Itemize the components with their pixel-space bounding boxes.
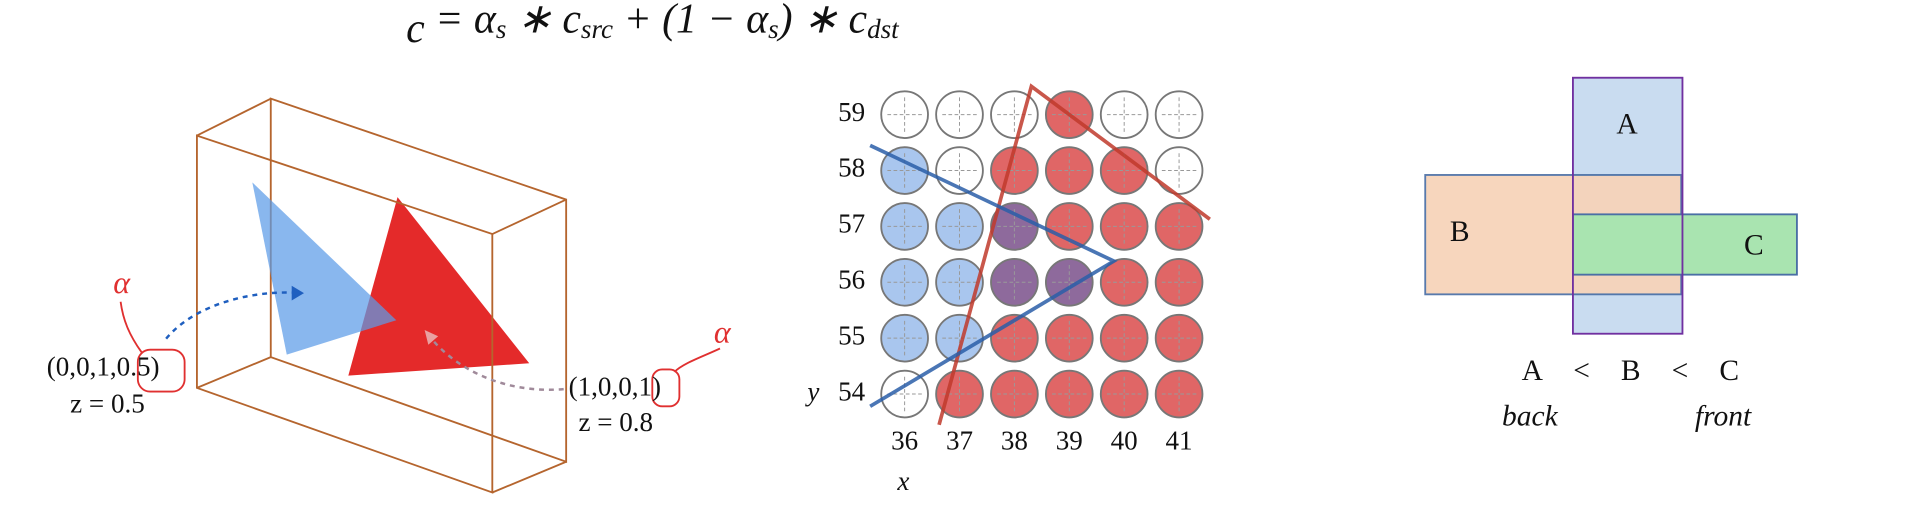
x-label: 37 [946, 425, 973, 455]
red-triangle [348, 197, 530, 376]
order-item: < [1672, 355, 1689, 387]
blue-triangle [252, 182, 397, 355]
x-label: 38 [1001, 425, 1028, 455]
pixel [990, 257, 1039, 307]
layer-c [1572, 213, 1798, 276]
pixel [1099, 90, 1149, 139]
layer-b-label: B [1450, 216, 1470, 248]
y-label: 55 [838, 320, 865, 350]
y-label: 56 [838, 265, 865, 295]
x-label: 36 [891, 425, 918, 455]
formula-text: = α [425, 0, 497, 42]
order-item: B [1621, 355, 1641, 387]
front-label: front [1695, 400, 1752, 432]
pixel [880, 257, 929, 307]
formula: c = αs ∗ csrc + (1 − αs) ∗ cdst [406, 0, 900, 52]
pixel-grid: 59 58 57 56 55 54 36 37 38 39 40 41 [838, 90, 1204, 455]
order-item: A [1522, 355, 1544, 387]
x-label: 39 [1056, 425, 1083, 455]
pixel [1099, 202, 1149, 251]
formula-subscript: dst [867, 14, 900, 44]
layer-a-label: A [1616, 109, 1638, 141]
box-front [196, 134, 494, 494]
pixel [1154, 313, 1204, 363]
y-label: 54 [838, 376, 866, 406]
y-axis-title: y [804, 376, 820, 406]
layer-a-outline [1572, 76, 1684, 335]
pixel [880, 146, 929, 195]
y-label: 59 [838, 97, 865, 127]
pixel [1099, 313, 1149, 363]
formula-text: c [406, 6, 425, 52]
pixel [990, 369, 1039, 419]
x-label: 41 [1166, 425, 1193, 455]
order-item: C [1719, 355, 1739, 387]
y-label: 57 [838, 209, 865, 239]
pixel [1044, 202, 1094, 251]
x-label: 40 [1111, 425, 1138, 455]
layer-c-label: C [1744, 229, 1764, 261]
red-arrow [427, 334, 564, 391]
formula-subscript: s [496, 14, 507, 44]
pixel [1099, 369, 1149, 419]
alpha-mark: α [714, 313, 732, 349]
pixel [1154, 90, 1204, 139]
formula-subscript: src [581, 14, 613, 44]
red-color-label: (1,0,0,1) [569, 371, 661, 401]
pixel [1044, 146, 1094, 195]
blue-depth: z = 0.5 [70, 389, 145, 419]
pixel [1099, 257, 1149, 307]
blue-color-label: (0,0,1,0.5) [47, 352, 160, 382]
order-item: < [1573, 355, 1590, 387]
pixel [935, 369, 984, 419]
blue-arrow [165, 291, 302, 340]
formula-text: ∗ c [506, 0, 581, 42]
pixel [1154, 202, 1204, 251]
pixel [935, 202, 984, 251]
pixel [1154, 369, 1204, 419]
pixel [880, 313, 929, 363]
formula-text: + (1 − α [613, 0, 769, 42]
pixel [880, 90, 929, 139]
pixel [880, 369, 929, 419]
alpha-mark: α [113, 264, 131, 300]
pixel [935, 90, 984, 139]
arrow-head [291, 285, 304, 301]
triangle-edges [869, 83, 1211, 426]
formula-text: ) ∗ c [777, 0, 868, 42]
pixel [1154, 257, 1204, 307]
back-label: back [1502, 400, 1559, 432]
pixel [935, 257, 984, 307]
formula-subscript: s [768, 14, 779, 44]
pixel [880, 202, 929, 251]
handwriting [119, 301, 721, 408]
y-label: 58 [838, 153, 865, 183]
red-depth: z = 0.8 [578, 407, 653, 437]
pixel [1044, 313, 1094, 363]
pixel [1154, 146, 1204, 195]
pixel [1099, 146, 1149, 195]
pixel [1044, 369, 1094, 419]
arrow-head [424, 330, 439, 345]
order: A < B < C [1522, 355, 1739, 387]
x-axis-title: x [896, 466, 909, 496]
